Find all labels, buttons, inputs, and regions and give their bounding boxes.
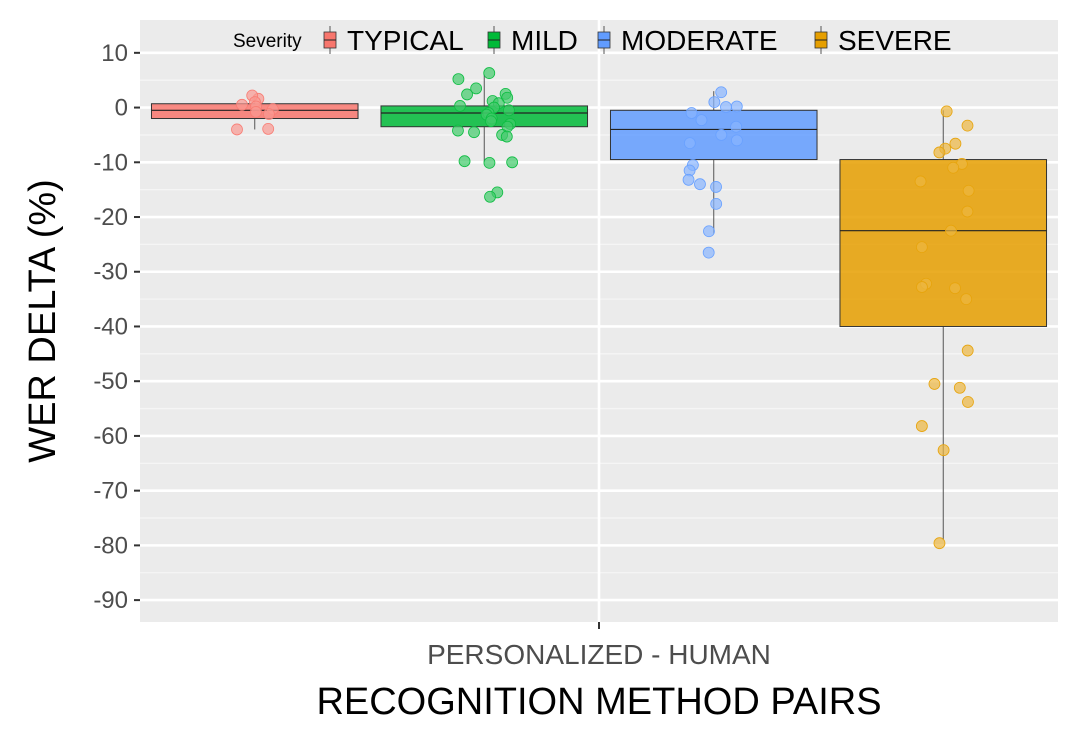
data-point xyxy=(682,173,695,186)
legend: Severity TYPICAL MILD MODERATE SEVERE xyxy=(233,25,952,56)
y-tick-label: -50 xyxy=(93,368,128,395)
data-point xyxy=(933,146,946,159)
box-body xyxy=(839,159,1048,327)
data-point xyxy=(231,123,243,136)
data-point xyxy=(250,106,262,118)
y-axis-title: WER DELTA (%) xyxy=(22,179,64,463)
data-point xyxy=(483,67,496,79)
y-tick-label: -20 xyxy=(93,204,128,231)
legend-label: MILD xyxy=(511,25,578,56)
data-point xyxy=(470,82,483,95)
data-point xyxy=(502,104,515,117)
data-point xyxy=(947,161,960,174)
data-point xyxy=(458,155,471,168)
data-point xyxy=(702,246,715,259)
legend-item-moderate: MODERATE xyxy=(597,25,778,56)
data-point xyxy=(961,344,974,357)
x-axis: PERSONALIZED - HUMAN xyxy=(427,622,771,670)
data-point xyxy=(962,184,975,197)
x-tick-label: PERSONALIZED - HUMAN xyxy=(427,639,771,670)
box-layer xyxy=(150,74,1048,540)
data-point xyxy=(452,73,465,86)
data-point xyxy=(685,107,698,119)
legend-item-mild: MILD xyxy=(487,25,578,56)
data-point xyxy=(710,197,723,210)
data-point xyxy=(949,282,961,295)
legend-label: SEVERE xyxy=(838,25,952,56)
x-axis-title: RECOGNITION METHOD PAIRS xyxy=(316,681,881,723)
data-point xyxy=(933,537,946,550)
data-point xyxy=(731,134,743,147)
y-tick-label: 10 xyxy=(101,40,128,67)
data-point xyxy=(915,241,928,254)
data-point xyxy=(694,178,706,191)
box-body xyxy=(609,109,818,161)
plot-area xyxy=(140,20,1058,622)
y-axis: 10 0 -10 -20 -30 -40 -50 -60 -70 -80 -90 xyxy=(93,40,140,614)
data-point xyxy=(914,175,927,188)
legend-label: TYPICAL xyxy=(347,25,464,56)
data-point xyxy=(915,420,928,432)
data-point xyxy=(720,101,732,113)
data-point xyxy=(484,190,496,203)
data-point xyxy=(730,120,743,133)
data-point xyxy=(695,114,708,127)
data-point xyxy=(961,205,974,218)
box-moderate xyxy=(609,91,818,234)
data-point xyxy=(916,281,928,293)
data-point xyxy=(454,100,466,112)
legend-title: Severity xyxy=(233,31,302,52)
data-point xyxy=(945,224,957,237)
legend-item-typical: TYPICAL xyxy=(323,25,464,56)
data-point xyxy=(263,108,275,121)
data-point xyxy=(962,396,974,408)
point-layer xyxy=(231,67,975,550)
data-point xyxy=(703,225,715,238)
y-tick-label: -70 xyxy=(93,478,128,505)
y-tick-label: -40 xyxy=(93,313,128,340)
data-point xyxy=(483,156,496,169)
y-tick-label: -10 xyxy=(93,149,128,176)
data-point xyxy=(262,123,275,135)
data-point xyxy=(949,137,962,150)
data-point xyxy=(452,124,464,137)
data-point xyxy=(683,137,696,150)
data-point xyxy=(730,100,743,113)
box-severe xyxy=(839,110,1048,540)
data-point xyxy=(468,126,480,139)
major-gridlines xyxy=(140,20,1058,622)
data-point xyxy=(501,91,514,104)
legend-item-severe: SEVERE xyxy=(814,25,952,56)
data-point xyxy=(715,86,728,99)
data-point xyxy=(708,96,721,108)
data-point xyxy=(506,156,519,169)
data-point xyxy=(961,119,974,132)
y-tick-label: -80 xyxy=(93,532,128,559)
data-point xyxy=(485,115,497,128)
data-point xyxy=(715,129,728,141)
data-point xyxy=(960,293,973,306)
data-point xyxy=(461,88,473,101)
y-tick-label: 0 xyxy=(115,95,128,122)
data-point xyxy=(500,130,513,143)
data-point xyxy=(236,98,248,111)
data-point xyxy=(710,181,722,193)
data-point xyxy=(937,444,950,457)
legend-label: MODERATE xyxy=(621,25,778,56)
data-point xyxy=(928,378,941,390)
y-tick-label: -60 xyxy=(93,423,128,450)
data-point xyxy=(953,381,966,394)
data-point xyxy=(940,105,953,118)
y-tick-label: -90 xyxy=(93,587,128,614)
y-tick-label: -30 xyxy=(93,259,128,286)
